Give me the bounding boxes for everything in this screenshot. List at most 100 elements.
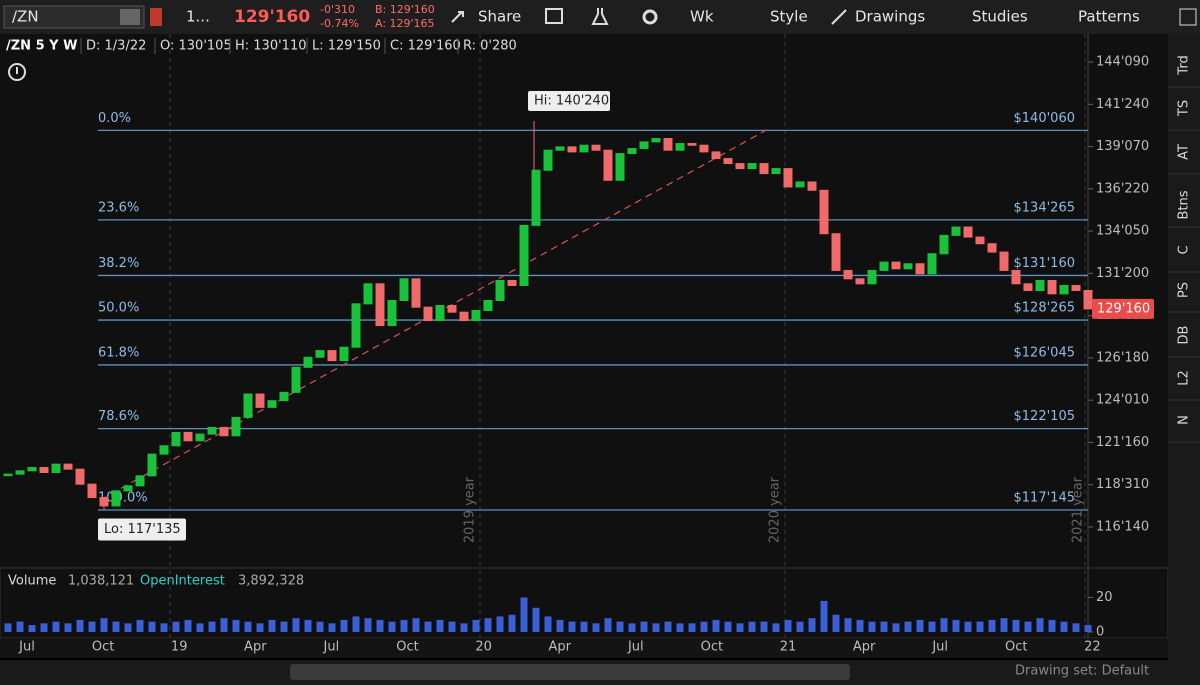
symbol-dropdown[interactable] — [120, 9, 140, 25]
volume-bar — [700, 621, 708, 632]
candle — [135, 475, 145, 487]
candle — [339, 346, 349, 362]
candle — [183, 431, 193, 442]
volume-bar — [412, 618, 420, 632]
x-tick-label: 21 — [780, 640, 797, 655]
y-tick-label: 131'200 — [1096, 266, 1149, 281]
volume-bar — [916, 619, 924, 632]
candle — [747, 163, 757, 170]
candle — [855, 278, 865, 285]
candle — [783, 168, 793, 188]
candle — [423, 306, 433, 322]
share-button[interactable]: Share — [478, 8, 521, 26]
volume-bar — [388, 621, 396, 632]
candle — [1071, 284, 1081, 291]
volume-bar — [148, 621, 156, 632]
volume-bar — [784, 619, 792, 632]
header-item: C: 129'160 — [390, 39, 461, 54]
candle — [771, 168, 781, 175]
fib-price: $134'265 — [1014, 200, 1075, 215]
candle — [687, 143, 697, 146]
link-flag[interactable] — [150, 8, 162, 26]
volume-bar — [892, 623, 900, 632]
fib-price: $128'265 — [1014, 301, 1075, 316]
bid: B: 129'160 — [375, 3, 435, 16]
side-tab[interactable]: C — [1177, 245, 1192, 254]
candle — [999, 251, 1009, 271]
studies-button[interactable]: Studies — [972, 8, 1028, 26]
volume-bar — [316, 621, 324, 632]
candle — [75, 468, 85, 485]
volume-bar — [340, 619, 348, 632]
volume-bar — [400, 619, 408, 632]
side-tab[interactable]: PS — [1177, 282, 1192, 298]
notes-icon[interactable] — [545, 8, 563, 24]
toolbar — [0, 0, 1200, 34]
side-panel — [1168, 34, 1200, 685]
candle — [63, 463, 73, 470]
candle — [987, 243, 997, 253]
side-tab[interactable]: DB — [1177, 326, 1192, 345]
candle — [1059, 284, 1069, 295]
trend-line — [99, 127, 771, 501]
side-tab[interactable]: TS — [1177, 100, 1192, 117]
scroll-thumb[interactable] — [290, 664, 850, 680]
side-tab[interactable]: N — [1177, 415, 1192, 425]
ask: A: 129'165 — [375, 17, 435, 30]
drawings-button[interactable]: Drawings — [855, 8, 925, 26]
volume-bar — [952, 619, 960, 632]
volume-bar — [964, 621, 972, 632]
x-tick-label: 19 — [171, 640, 188, 655]
lab-icon[interactable] — [591, 8, 609, 25]
candle — [231, 416, 241, 437]
volume-bar — [484, 618, 492, 632]
candle — [147, 453, 157, 477]
candle — [195, 433, 205, 442]
high-badge — [528, 90, 610, 111]
more-icon[interactable] — [1179, 8, 1197, 26]
side-tab[interactable]: Trd — [1177, 55, 1192, 75]
volume-bar — [52, 621, 60, 632]
chart: /ZN 5 Y W D: 1/3/22 O: 130'105 H: 130'110 L:… — [3, 34, 1154, 655]
interval[interactable]: 1... — [186, 8, 210, 26]
side-tab[interactable]: Btns — [1177, 190, 1192, 219]
candle — [315, 350, 325, 358]
volume-bar — [628, 623, 636, 632]
candle — [795, 181, 805, 188]
volume-bar — [724, 621, 732, 632]
volume-bar — [136, 619, 144, 632]
volume-bar — [100, 618, 108, 632]
aggregation-button[interactable]: Wk — [690, 8, 714, 26]
side-tab[interactable]: AT — [1177, 144, 1192, 160]
volume-bar — [424, 621, 432, 632]
low-badge — [98, 518, 186, 541]
drawing-set[interactable]: Drawing set: Default — [1015, 664, 1149, 679]
volume-bar — [676, 623, 684, 632]
symbol-box[interactable] — [3, 5, 145, 29]
candle — [399, 278, 409, 302]
candle — [975, 236, 985, 245]
volume-bar — [244, 621, 252, 632]
candle — [507, 279, 517, 286]
settings-icon[interactable] — [642, 9, 658, 25]
volume-bar — [904, 621, 912, 632]
candle — [39, 466, 49, 473]
patterns-button[interactable]: Patterns — [1078, 8, 1140, 26]
alert-icon[interactable] — [8, 63, 26, 81]
x-tick-label: Apr — [853, 640, 876, 655]
fib-percent: 38.2% — [98, 256, 139, 271]
candle — [1011, 269, 1021, 285]
volume-bar — [436, 619, 444, 632]
candle — [51, 463, 61, 473]
style-button[interactable]: Style — [770, 8, 808, 26]
candle — [711, 151, 721, 160]
candle — [891, 261, 901, 270]
side-tab[interactable]: L2 — [1177, 370, 1192, 386]
candle — [351, 303, 361, 348]
oi-value: 3,892,328 — [238, 574, 304, 589]
volume-value: 1,038,121 — [68, 574, 134, 589]
volume-bar — [568, 621, 576, 632]
candle — [363, 283, 373, 305]
candle — [1023, 283, 1033, 291]
